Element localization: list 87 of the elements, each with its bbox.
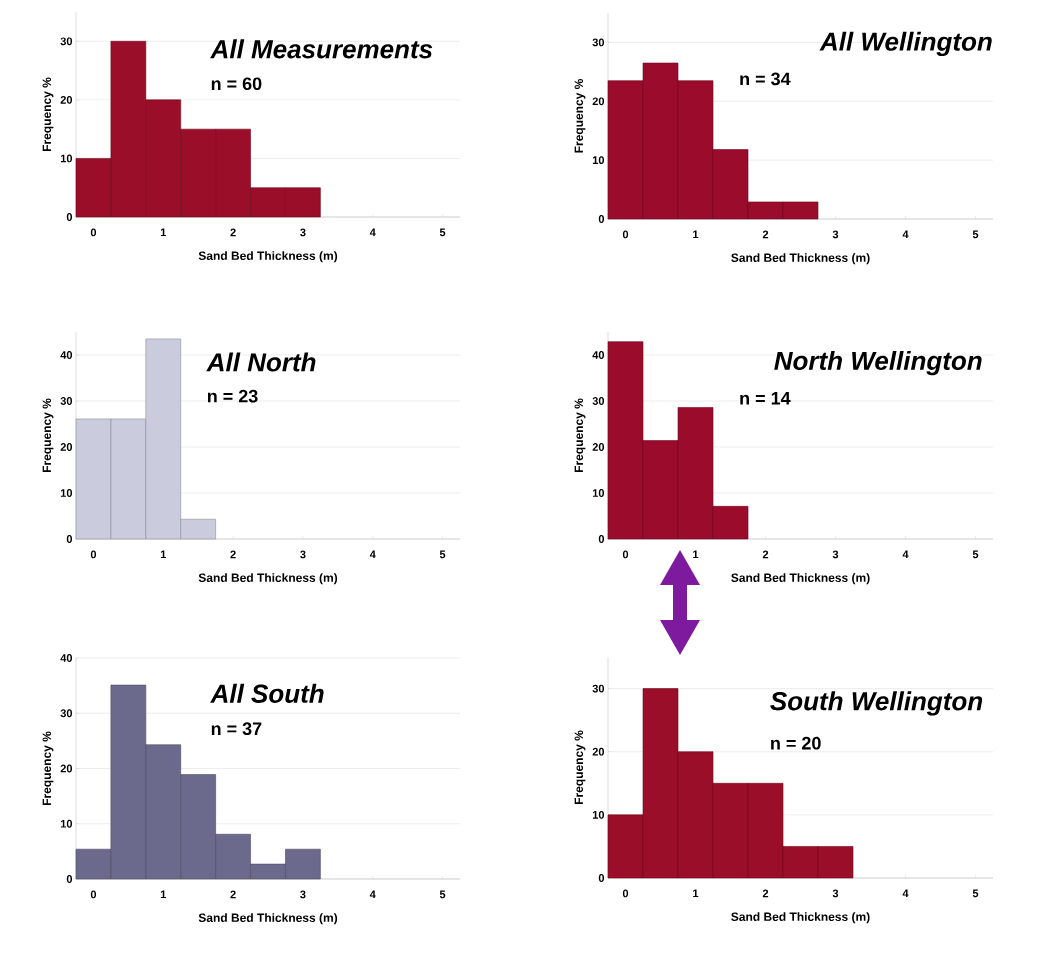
x-tick-label: 5 [972,230,979,239]
x-axis-title: Sand Bed Thickness (m) [198,913,338,925]
x-tick-label: 3 [832,230,839,239]
x-tick-label: 3 [832,889,839,898]
y-axis-title: Frequency % [574,730,586,805]
x-tick-label: 3 [300,228,306,237]
x-tick-label: 4 [369,550,376,559]
y-tick-label: 20 [592,443,605,451]
y-tick-label: 10 [60,154,73,163]
x-tick-label: 4 [369,890,376,899]
x-tick-label: 0 [622,889,629,898]
x-tick-label: 0 [90,228,97,237]
y-tick-label: 20 [592,97,605,106]
y-tick-label: 30 [60,709,73,718]
x-axis-title: Sand Bed Thickness (m) [198,573,338,585]
x-tick-label: 1 [693,230,699,239]
x-tick-label: 5 [972,550,979,559]
y-tick-label: 0 [598,215,605,223]
y-tick-label: 20 [60,764,73,773]
y-tick-label: 10 [592,156,605,165]
x-tick-label: 4 [902,550,909,559]
text: South Wellington [770,691,983,716]
y-tick-label: 10 [592,810,605,819]
y-tick-label: 10 [60,489,73,497]
text: All South [210,683,324,703]
y-tick-label: 30 [592,397,605,405]
x-tick-label: 1 [160,550,167,559]
text: n = 14 [740,392,791,405]
text: n = 34 [740,72,791,86]
y-axis-title: Frequency % [42,731,54,806]
x-tick-label: 1 [693,550,699,559]
x-tick-label: 5 [439,890,446,899]
x-tick-label: 4 [902,889,909,898]
x-tick-label: 5 [439,550,446,559]
x-tick-label: 0 [90,890,97,899]
y-axis-title: Frequency % [574,78,586,153]
y-tick-label: 20 [592,747,605,756]
y-tick-label: 20 [60,443,73,451]
y-tick-label: 10 [592,489,605,497]
text: n = 37 [211,722,262,736]
y-axis-title: Frequency % [42,398,54,473]
y-tick-label: 0 [598,874,605,882]
y-tick-label: 40 [60,351,73,359]
y-tick-label: 0 [66,535,73,543]
x-tick-label: 4 [902,230,909,239]
text: n = 20 [771,736,821,750]
x-tick-label: 1 [160,890,167,899]
x-tick-label: 0 [622,230,629,239]
x-tick-label: 2 [230,890,236,899]
y-tick-label: 0 [66,875,73,883]
y-tick-label: 20 [60,95,73,104]
text: All Measurements [210,39,433,59]
y-axis-title: Frequency % [574,398,586,473]
text: North Wellington [774,350,982,376]
y-tick-label: 0 [598,535,605,543]
x-tick-label: 4 [369,228,376,237]
x-tick-label: 2 [230,550,236,559]
x-tick-label: 1 [160,228,167,237]
y-tick-label: 40 [592,351,605,359]
y-tick-label: 30 [60,397,73,405]
x-tick-label: 2 [762,550,769,559]
x-tick-label: 5 [439,228,446,237]
text: All Wellington [819,31,992,57]
x-tick-label: 0 [622,550,629,559]
x-tick-label: 2 [762,889,769,898]
text: n = 60 [211,77,262,91]
y-tick-label: 30 [592,684,605,693]
y-tick-label: 30 [592,38,605,47]
x-tick-label: 3 [300,890,306,899]
x-axis-title: Sand Bed Thickness (m) [731,912,870,924]
text: All North [206,352,316,372]
x-tick-label: 3 [300,550,306,559]
y-tick-label: 10 [60,819,73,828]
y-axis-title: Frequency % [42,77,54,152]
y-tick-label: 0 [66,213,73,221]
x-tick-label: 2 [762,230,769,239]
x-tick-label: 1 [693,889,699,898]
x-tick-label: 5 [972,889,979,898]
y-tick-label: 40 [60,654,73,662]
x-axis-title: Sand Bed Thickness (m) [731,573,870,585]
x-tick-label: 3 [832,550,839,559]
x-axis-title: Sand Bed Thickness (m) [731,253,870,265]
x-tick-label: 0 [90,550,97,559]
text: n = 23 [207,389,258,403]
x-tick-label: 2 [230,228,236,237]
x-axis-title: Sand Bed Thickness (m) [198,251,338,263]
y-tick-label: 30 [60,37,73,46]
